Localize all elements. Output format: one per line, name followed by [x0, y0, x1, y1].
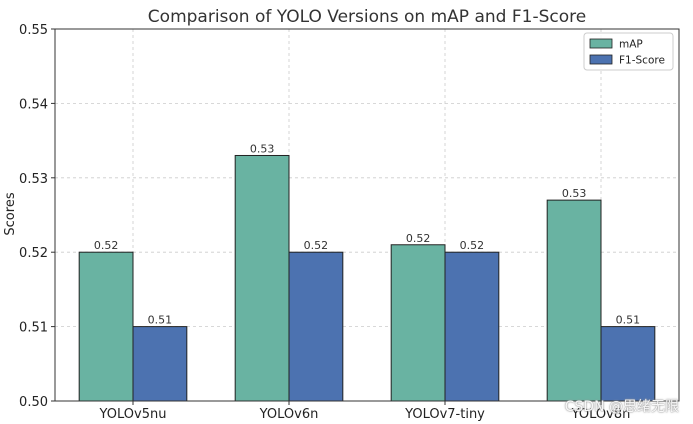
- x-tick-label: YOLOv8n: [571, 407, 631, 422]
- watermark: CSDN @思绪无限: [564, 399, 679, 415]
- data-label: 0.51: [148, 314, 173, 327]
- x-tick-label: YOLOv7-tiny: [404, 407, 485, 422]
- legend-swatch-f1-score: [589, 54, 613, 65]
- y-tick-label: 0.50: [19, 395, 48, 410]
- legend-label-map: mAP: [619, 39, 643, 51]
- data-label: 0.52: [304, 239, 329, 252]
- bar-map-yolov5nu: [78, 251, 134, 402]
- x-tick-label: YOLOv6n: [259, 407, 319, 422]
- bar-map-yolov8n: [546, 199, 602, 402]
- x-tick-label: YOLOv5nu: [99, 407, 167, 422]
- y-tick-label: 0.53: [19, 172, 48, 187]
- y-tick-label: 0.54: [19, 97, 48, 112]
- plot-frame: [54, 28, 680, 402]
- bar-map-yolov6n: [234, 154, 290, 402]
- bar-f1-score-yolov5nu: [132, 326, 188, 402]
- data-label: 0.52: [94, 239, 119, 252]
- y-axis-label: Scores: [3, 192, 18, 235]
- data-label: 0.51: [616, 314, 641, 327]
- bar-map-yolov7-tiny: [390, 244, 446, 402]
- data-label: 0.53: [250, 142, 275, 155]
- y-tick-label: 0.55: [19, 23, 48, 38]
- chart-title: Comparison of YOLO Versions on mAP and F…: [148, 7, 586, 27]
- legend: mAP F1-Score: [583, 32, 674, 71]
- legend-label-f1-score: F1-Score: [619, 55, 665, 67]
- y-tick-label: 0.52: [19, 246, 48, 261]
- data-label: 0.53: [562, 187, 587, 200]
- bar-f1-score-yolov7-tiny: [444, 251, 500, 402]
- data-label: 0.52: [406, 232, 431, 245]
- y-tick-label: 0.51: [19, 321, 48, 336]
- data-label: 0.52: [460, 239, 485, 252]
- legend-swatch-map: [589, 38, 613, 49]
- bar-f1-score-yolov6n: [288, 251, 344, 402]
- bar-f1-score-yolov8n: [600, 326, 656, 402]
